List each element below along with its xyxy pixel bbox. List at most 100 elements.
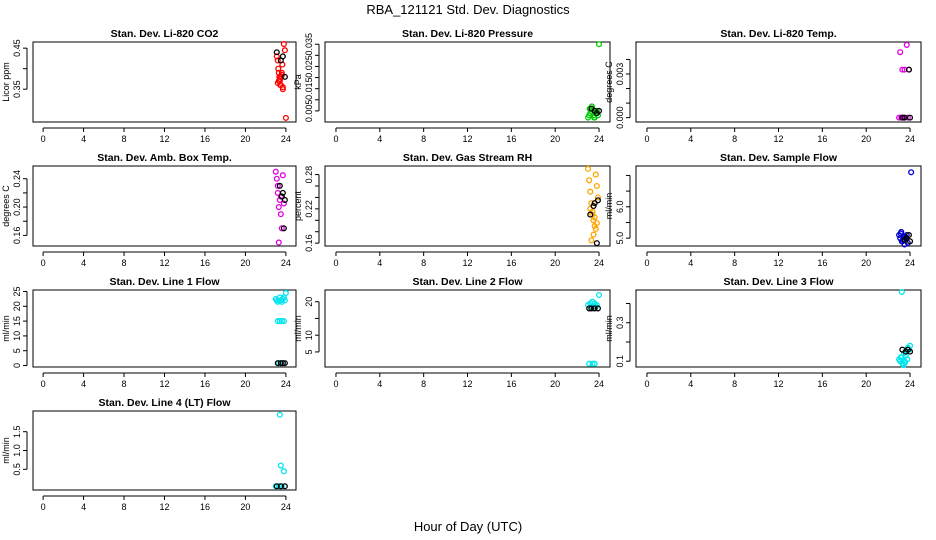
y-tick-label: 0.1 [615, 355, 625, 368]
y-tick-label: 1.5 [12, 425, 22, 438]
y-tick-label: 0.3 [615, 316, 625, 329]
x-tick-label: 4 [377, 134, 382, 144]
data-point-orange [593, 182, 600, 190]
data-point-black [273, 49, 280, 56]
data-point-magenta [903, 41, 910, 48]
y-tick-label: 5.0 [615, 232, 625, 245]
data-point-orange [587, 188, 594, 195]
plot-frame [32, 410, 297, 491]
data-point-black [281, 73, 288, 80]
x-tick-label: 16 [506, 134, 516, 144]
panel-title: Stan. Dev. Li-820 Temp. [720, 28, 836, 40]
plot-frame [635, 165, 922, 247]
x-tick-label: 20 [861, 258, 871, 268]
data-point-cyan [275, 483, 282, 490]
x-tick-label: 0 [41, 134, 46, 144]
y-tick-label: 0.005 [304, 100, 314, 123]
data-point-black [588, 305, 595, 312]
panel-title: Stan. Dev. Li-820 Pressure [402, 28, 533, 40]
data-point-cyan [274, 318, 281, 325]
data-point-red [281, 47, 288, 54]
y-tick-label: 0.035 [304, 33, 314, 56]
data-point-cyan [904, 356, 911, 363]
x-tick-label: 12 [462, 258, 472, 268]
x-tick-label: 8 [421, 134, 426, 144]
x-tick-label: 8 [732, 258, 737, 268]
y-tick-label: 0.16 [304, 234, 314, 252]
x-tick-label: 20 [550, 134, 560, 144]
y-tick-label: 1.0 [12, 444, 22, 457]
x-tick-label: 12 [462, 379, 472, 389]
x-tick-label: 16 [817, 134, 827, 144]
data-point-orange [585, 165, 592, 172]
y-tick-label: 20 [304, 297, 314, 307]
data-point-red [279, 84, 286, 91]
x-tick-label: 24 [281, 134, 291, 144]
data-point-black [905, 231, 912, 239]
data-point-magenta [899, 66, 906, 73]
data-point-black [281, 360, 288, 367]
x-tick-label: 4 [81, 502, 86, 512]
y-tick-label: 0.025 [304, 55, 314, 78]
x-tick-label: 20 [861, 134, 871, 144]
x-tick-label: 20 [550, 379, 560, 389]
data-point-black [276, 182, 283, 189]
x-tick-label: 20 [550, 258, 560, 268]
x-tick-label: 12 [159, 258, 169, 268]
x-tick-label: 20 [861, 379, 871, 389]
data-point-blue [897, 230, 904, 237]
data-point-black [281, 196, 288, 204]
x-tick-label: 16 [817, 258, 827, 268]
data-point-black [273, 483, 280, 490]
data-point-red [275, 65, 282, 72]
data-point-magenta [896, 114, 903, 121]
y-tick-label: 0.015 [304, 77, 314, 100]
y-tick-label: 0.20 [12, 198, 22, 216]
plot-frame [324, 41, 611, 123]
data-point-black [594, 197, 601, 204]
panel-title: Stan. Dev. Sample Flow [720, 152, 838, 164]
data-point-black [593, 240, 600, 247]
panel-4: Stan. Dev. Amb. Box Temp. 0 4 8 12 16 20 24 0.16… [1, 152, 297, 268]
plot-frame [32, 289, 297, 368]
data-point-magenta [277, 211, 284, 218]
x-tick-label: 0 [41, 379, 46, 389]
panel-title: Stan. Dev. Line 3 Flow [723, 276, 834, 288]
x-tick-label: 24 [594, 379, 604, 389]
data-point-cyan [586, 360, 593, 367]
y-tick-label: 6.0 [615, 201, 625, 214]
x-tick-label: 8 [732, 134, 737, 144]
x-tick-label: 12 [159, 379, 169, 389]
x-tick-label: 12 [773, 134, 783, 144]
x-tick-label: 0 [333, 258, 338, 268]
data-point-cyan [591, 360, 598, 367]
data-point-orange [586, 177, 593, 184]
y-tick-label: 10 [304, 330, 314, 340]
x-tick-label: 8 [122, 379, 127, 389]
data-point-black [591, 305, 598, 312]
data-point-green [595, 41, 603, 48]
x-tick-label: 8 [122, 502, 127, 512]
x-tick-label: 4 [688, 258, 693, 268]
x-tick-label: 0 [644, 379, 649, 389]
x-tick-label: 0 [644, 134, 649, 144]
figure-title: RBA_121121 Std. Dev. Diagnostics [366, 2, 570, 17]
y-axis-label: Licor ppm [1, 62, 11, 102]
x-tick-label: 0 [333, 379, 338, 389]
panel-7: Stan. Dev. Line 1 Flow 0 4 8 12 16 20 24 0 5 10 15 2… [1, 276, 297, 389]
data-point-magenta [275, 204, 282, 211]
data-point-orange [592, 171, 599, 178]
x-tick-label: 24 [281, 502, 291, 512]
y-axis-label: ml/min [293, 315, 303, 342]
data-point-magenta [904, 114, 911, 121]
data-point-orange [590, 231, 597, 238]
x-tick-label: 24 [594, 134, 604, 144]
panel-title: Stan. Dev. Line 2 Flow [412, 276, 523, 288]
data-point-magenta [273, 175, 280, 182]
data-point-orange [593, 220, 600, 227]
data-point-magenta [897, 49, 904, 56]
x-tick-label: 20 [240, 502, 250, 512]
